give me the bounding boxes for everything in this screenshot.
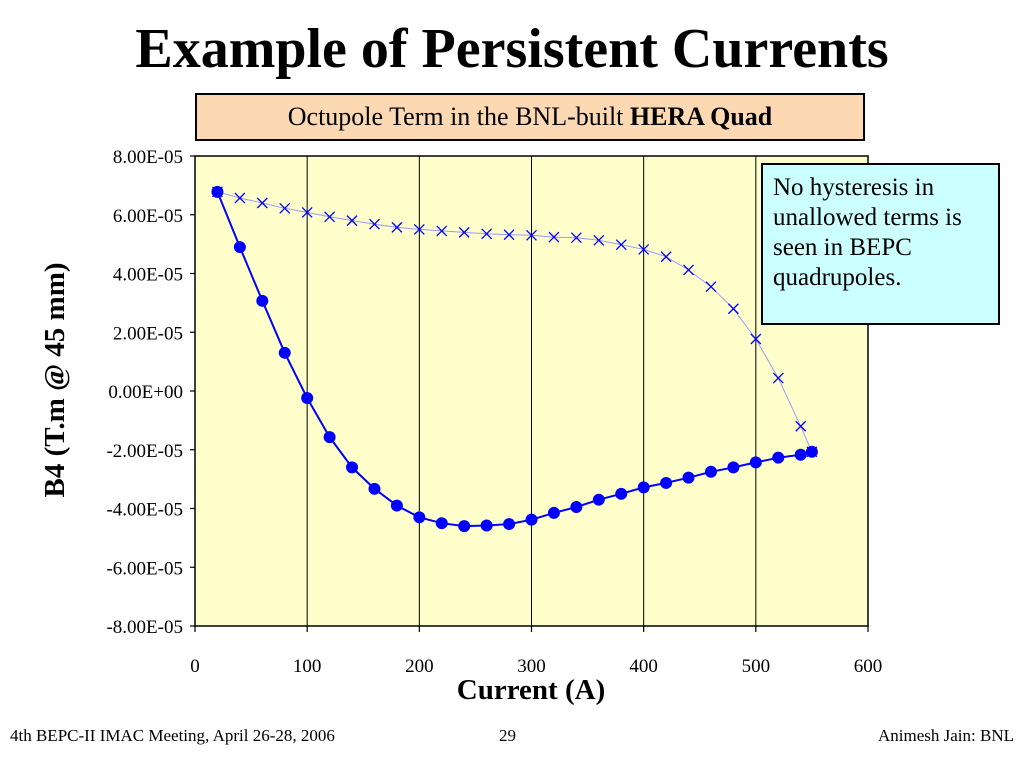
series-1-point	[749, 456, 762, 469]
series-line-1	[216, 191, 813, 528]
series-2-point	[436, 225, 448, 237]
series-2-point	[526, 229, 537, 241]
series-1-point	[772, 451, 785, 464]
series-2-point	[638, 243, 650, 255]
y-tick-label: -8.00E-05	[106, 617, 183, 638]
series-1-point	[480, 519, 493, 532]
x-tick-label: 500	[742, 656, 771, 677]
y-tick-label: 8.00E-05	[113, 147, 183, 168]
y-tick-label: 2.00E-05	[113, 323, 183, 344]
x-tick-label: 300	[517, 656, 546, 677]
series-2-point	[795, 420, 807, 432]
series-1-point	[256, 294, 269, 307]
chart-subtitle-bold: HERA Quad	[629, 102, 773, 131]
series-2-point	[256, 197, 268, 209]
series-2-point	[548, 231, 560, 243]
series-1-point	[278, 346, 291, 359]
series-1-point	[727, 461, 740, 474]
series-2-point	[391, 221, 403, 233]
note-box: No hysteresis in unallowed terms is seen…	[761, 163, 1000, 325]
gridlines	[306, 156, 757, 626]
y-axis-ticks: 8.00E-05 6.00E-05 4.00E-05 2.00E-05 0.00E+00…	[106, 147, 195, 638]
y-tick-label: 4.00E-05	[113, 265, 183, 286]
series-1-point	[503, 518, 516, 531]
series-line-2	[217, 191, 813, 453]
series-2-point	[234, 192, 246, 204]
series-2-point	[593, 234, 605, 246]
y-axis-title: B4 (T.m @ 45 mm)	[39, 262, 71, 497]
x-tick-label: 200	[405, 656, 434, 677]
y-tick-label: 6.00E-05	[113, 206, 183, 227]
x-axis-title: Current (A)	[457, 674, 605, 706]
footer-meeting: 4th BEPC-II IMAC Meeting, April 26-28, 2…	[10, 726, 335, 745]
series-2-point	[346, 215, 358, 227]
x-tick-label: 600	[854, 656, 883, 677]
series-1-point	[615, 487, 628, 500]
y-tick-label: -2.00E-05	[106, 441, 183, 462]
series-markers	[211, 185, 818, 533]
chart-subtitle-text: Octupole Term in the BNL-built	[287, 102, 630, 131]
series-1-point	[390, 499, 403, 512]
x-tick-label: 100	[293, 656, 322, 677]
series-1-point	[547, 506, 560, 519]
series-1-point	[704, 465, 717, 478]
series-2-point	[413, 223, 425, 235]
series-2-point	[211, 186, 223, 198]
series-2-point	[570, 232, 582, 244]
series-2-point	[279, 202, 291, 214]
series-2-point	[806, 446, 818, 458]
y-tick-label: 0.00E+00	[108, 382, 183, 403]
series-2-point	[705, 281, 717, 293]
series-1-point	[660, 476, 673, 489]
series-2-point	[772, 372, 784, 384]
series-1-point	[592, 493, 605, 506]
series-2-point	[301, 206, 313, 218]
series-1-point	[233, 241, 246, 254]
series-1-point	[458, 520, 471, 533]
series-2-point	[727, 303, 739, 315]
series-2-point	[750, 333, 762, 345]
x-tick-label: 400	[629, 656, 658, 677]
series-2-point	[458, 226, 470, 238]
series-2-point	[615, 239, 627, 251]
series-1-point	[637, 481, 650, 494]
series-lines	[216, 191, 813, 528]
series-1-point	[794, 448, 807, 461]
series-2-point	[503, 229, 515, 241]
series-1-point	[570, 501, 583, 514]
series-1-point	[413, 511, 426, 524]
footer-author: Animesh Jain: BNL	[878, 726, 1014, 745]
y-tick-label: -6.00E-05	[106, 558, 183, 579]
series-1-point	[368, 482, 381, 495]
series-1-point	[435, 517, 448, 530]
series-2-point	[660, 251, 672, 263]
series-1-point	[323, 431, 336, 444]
slide-title: Example of Persistent Currents	[135, 18, 889, 80]
series-2-point	[324, 211, 336, 223]
y-tick-label: -4.00E-05	[106, 500, 183, 521]
x-axis-ticks: 0 100 200 300 400 500 600	[190, 626, 882, 677]
x-tick-label: 0	[190, 656, 200, 677]
series-2-point	[481, 228, 493, 240]
series-2-point	[369, 218, 380, 230]
series-1-point	[682, 471, 695, 484]
footer-page-number: 29	[499, 726, 516, 745]
series-2-point	[683, 264, 694, 276]
chart-subtitle-box: Octupole Term in the BNL-built HERA Quad	[195, 93, 865, 141]
series-1-point	[301, 392, 314, 405]
series-1-point	[346, 461, 359, 474]
series-1-point	[525, 513, 538, 526]
